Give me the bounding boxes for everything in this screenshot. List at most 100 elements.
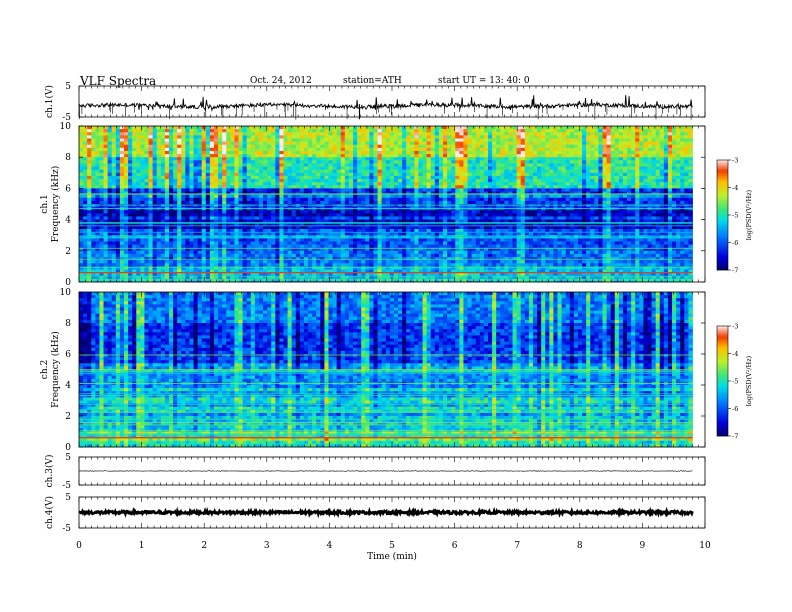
ch1-spectrogram-cell [463, 166, 468, 171]
ch1-spectrogram-cell [553, 213, 558, 217]
ch1-spectrogram-cell [361, 169, 366, 174]
ch1-spectrogram-cell [316, 197, 321, 202]
ch1-spectrogram-cell [586, 172, 591, 177]
ch1-spectrogram-cell [234, 169, 239, 174]
ch1-spectrogram-cell [332, 169, 338, 174]
ch1-spectrogram-cell [438, 166, 444, 171]
ch1-spectrogram-cell [250, 179, 256, 183]
ch1-spectrogram-cell [459, 132, 464, 136]
ch1-spectrogram-cell [152, 154, 158, 158]
ch1-spectrogram-cell [667, 126, 673, 130]
ch1-spectrogram-cell [353, 210, 358, 214]
ch1-spectrogram-cell [246, 129, 252, 133]
ch1-spectrogram-cell [303, 219, 309, 224]
ch1-spectrogram-cell [393, 194, 399, 199]
ch1-spectrogram-cell [168, 147, 174, 152]
ch1-spectrogram-cell [320, 135, 325, 139]
ch1-spectrogram-cell [631, 185, 636, 189]
ch1-spectrogram-cell [348, 147, 354, 152]
ch1-spectrogram-cell [377, 163, 383, 167]
ch1-spectrogram-cell [676, 197, 681, 202]
ch1-spectrogram-cell [189, 179, 194, 183]
ch1-spectrogram-cell [553, 160, 558, 164]
ch1-spectrogram-cell [128, 157, 133, 161]
ch1-spectrogram-cell [250, 163, 256, 167]
ch1-spectrogram-cell [140, 132, 145, 136]
ch1-spectrogram-cell [614, 216, 620, 220]
ch1-spectrogram-cell [299, 197, 305, 202]
ch1-spectrogram-cell [663, 204, 669, 208]
ch1-spectrogram-cell [357, 132, 362, 136]
ch1-spectrogram-cell [361, 222, 366, 227]
ch1-spectrogram-cell [357, 175, 362, 180]
ch1-spectrogram-cell [119, 222, 125, 227]
ch1-spectrogram-cell [635, 144, 640, 149]
ch1-spectrogram-cell [381, 172, 387, 177]
ch1-spectrogram-cell [639, 210, 644, 214]
ch1-spectrogram-cell [676, 135, 681, 139]
ch1-spectrogram-cell [152, 194, 158, 199]
ch1-spectrogram-cell [279, 129, 284, 133]
ch1-spectrogram-cell [594, 169, 599, 174]
ch1-spectrogram-cell [111, 138, 117, 142]
ch1-spectrogram-cell [672, 204, 677, 208]
ch1-spectrogram-cell [103, 204, 109, 208]
ch1-spectrogram-cell [213, 126, 219, 130]
ch1-spectrogram-cell [234, 166, 239, 171]
ch1-spectrogram-cell [246, 204, 252, 208]
ch1-spectrogram-cell [393, 207, 399, 211]
ch1-spectrogram-cell [471, 191, 477, 196]
ch1-spectrogram-cell [610, 200, 616, 205]
ch1-spectrogram-cell [295, 207, 301, 211]
ch1-spectrogram-cell [156, 169, 162, 174]
ch1-spectrogram-cell [308, 175, 313, 180]
ch1-spectrogram-cell [516, 129, 522, 133]
ch1-spectrogram-cell [348, 141, 354, 146]
ch1-spectrogram-cell [99, 185, 104, 189]
ch1-spectrogram-cell [222, 144, 227, 149]
ch1-spectrogram-cell [532, 132, 538, 136]
ch1-spectrogram-cell [344, 126, 350, 130]
ch1-spectrogram-cell [504, 144, 509, 149]
ch1-spectrogram-cell [586, 132, 591, 136]
ch1-spectrogram-cell [168, 135, 174, 139]
ch1-spectrogram-cell [524, 141, 530, 146]
ch1-spectrogram-cell [373, 172, 378, 177]
ch1-spectrogram-cell [242, 194, 248, 199]
ch1-spectrogram-cell [557, 150, 562, 155]
ch1-spectrogram-cell [238, 179, 243, 183]
ch1-spectrogram-cell [344, 147, 350, 152]
ch1-spectrogram-cell [365, 147, 370, 152]
ch1-spectrogram-cell [119, 166, 125, 171]
ch1-spectrogram-cell [299, 144, 305, 149]
ch1-spectrogram-cell [524, 219, 530, 224]
ch1-spectrogram-cell [447, 216, 452, 220]
ch1-spectrogram-cell [655, 207, 661, 211]
ch1-spectrogram-cell [222, 169, 227, 174]
ch1-spectrogram-cell [185, 210, 190, 214]
ch1-spectrogram-cell [160, 210, 166, 214]
ch1-spectrogram-cell [369, 147, 374, 152]
ch1-spectrogram-cell [91, 129, 96, 133]
ch1-spectrogram-cell [516, 147, 522, 152]
ch1-spectrogram-cell [103, 172, 109, 177]
ch1-spectrogram-cell [152, 185, 158, 189]
ch1-spectrogram-cell [128, 191, 133, 196]
ch1-spectrogram-cell [496, 216, 501, 220]
ch1-spectrogram-cell [128, 207, 133, 211]
ch1-spectrogram-cell [181, 194, 186, 199]
ch1-spectrogram-cell [532, 197, 538, 202]
ch1-spectrogram-cell [561, 157, 567, 161]
ch1-spectrogram-cell [512, 179, 518, 183]
ch1-spectrogram-cell [312, 222, 317, 227]
ch1-spectrogram-cell [242, 210, 248, 214]
ch1-spectrogram-cell [99, 163, 104, 167]
ch1-spectrogram-cell [516, 210, 522, 214]
ch1-spectrogram-cell [381, 126, 387, 130]
ch1-spectrogram-cell [263, 169, 268, 174]
ch1-spectrogram-cell [156, 191, 162, 196]
ch1-spectrogram-cell [606, 126, 612, 130]
ch1-spectrogram-cell [295, 213, 301, 217]
ch1-spectrogram-cell [545, 210, 550, 214]
ch1-spectrogram-cell [369, 207, 374, 211]
